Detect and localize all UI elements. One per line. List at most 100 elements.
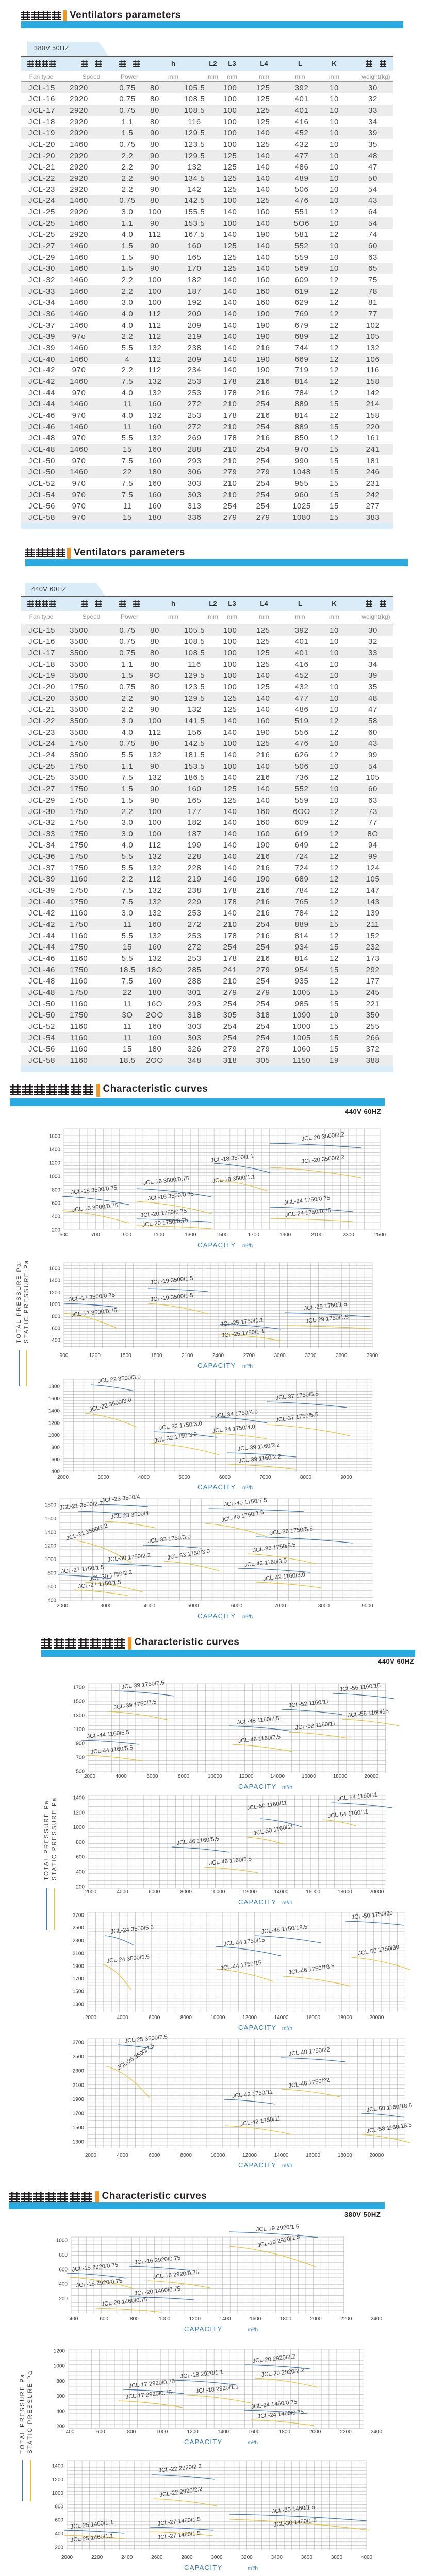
svg-text:12000: 12000 — [239, 1774, 254, 1780]
svg-text:18000: 18000 — [333, 1774, 348, 1780]
svg-text:4000: 4000 — [117, 2015, 128, 2021]
svg-text:JCL-50 1160/11: JCL-50 1160/11 — [246, 1800, 288, 1811]
svg-text:200: 200 — [59, 2296, 68, 2302]
svg-text:600: 600 — [100, 2316, 108, 2322]
svg-text:JCL-20 1750/0.75: JCL-20 1750/0.75 — [140, 1208, 187, 1219]
svg-text:1200: 1200 — [48, 1420, 60, 1426]
svg-text:1200: 1200 — [187, 2429, 199, 2435]
svg-text:2100: 2100 — [73, 1951, 85, 1957]
svg-text:200: 200 — [76, 1884, 85, 1890]
svg-text:8000: 8000 — [180, 1889, 192, 1895]
svg-text:400: 400 — [52, 1338, 60, 1344]
svg-text:1000: 1000 — [73, 1825, 85, 1831]
svg-text:18000: 18000 — [338, 2153, 352, 2158]
svg-text:1800: 1800 — [48, 1384, 60, 1390]
svg-text:JCL-36 1750/5.5: JCL-36 1750/5.5 — [253, 1541, 296, 1554]
svg-text:JCL-48 1160/7.5: JCL-48 1160/7.5 — [238, 1734, 281, 1744]
svg-text:1200: 1200 — [73, 1810, 85, 1816]
svg-text:900: 900 — [76, 1741, 85, 1747]
svg-text:1600: 1600 — [48, 1396, 60, 1402]
svg-text:200: 200 — [55, 2545, 63, 2550]
svg-text:CAPACITY: CAPACITY — [184, 2438, 222, 2446]
svg-text:2000: 2000 — [85, 1889, 97, 1895]
svg-text:JCL-30 1460/1.5: JCL-30 1460/1.5 — [273, 2517, 317, 2528]
svg-text:1000: 1000 — [54, 2364, 65, 2369]
svg-text:JCL-33 1750/3.0: JCL-33 1750/3.0 — [167, 1548, 210, 1561]
svg-text:JCL-40 1750/7.5: JCL-40 1750/7.5 — [224, 1497, 267, 1508]
svg-text:1400: 1400 — [48, 1409, 60, 1414]
svg-text:1500: 1500 — [120, 1353, 131, 1359]
svg-text:600: 600 — [76, 1855, 85, 1860]
svg-text:1500: 1500 — [73, 1699, 85, 1705]
svg-text:2700: 2700 — [73, 1913, 85, 1919]
svg-text:JCL-25 1460/1.1: JCL-25 1460/1.1 — [70, 2519, 113, 2530]
svg-text:1400: 1400 — [219, 2316, 231, 2322]
svg-text:JCL-56 1160/15: JCL-56 1160/15 — [339, 1683, 381, 1693]
svg-text:1500: 1500 — [73, 2125, 85, 2131]
svg-text:4000: 4000 — [116, 1774, 127, 1780]
svg-text:10000: 10000 — [210, 1889, 225, 1895]
svg-text:3400: 3400 — [271, 2555, 283, 2561]
svg-text:JCL-20 1460/0.75: JCL-20 1460/0.75 — [101, 2297, 148, 2308]
svg-text:4000: 4000 — [144, 1603, 156, 1609]
svg-text:m³/h: m³/h — [242, 1485, 253, 1491]
svg-text:2400: 2400 — [212, 1353, 224, 1359]
svg-text:JCL-44 1750/15: JCL-44 1750/15 — [223, 1937, 265, 1947]
svg-text:1000: 1000 — [159, 2316, 171, 2322]
svg-text:1700: 1700 — [73, 1685, 85, 1691]
svg-text:16000: 16000 — [302, 1774, 316, 1780]
svg-text:1000: 1000 — [49, 1174, 61, 1180]
svg-text:1600: 1600 — [250, 2316, 261, 2322]
svg-text:14000: 14000 — [274, 1889, 289, 1895]
svg-text:8000: 8000 — [300, 1475, 312, 1480]
svg-text:CAPACITY: CAPACITY — [238, 1898, 276, 1906]
svg-text:m³/h: m³/h — [282, 2163, 292, 2169]
svg-text:1000: 1000 — [56, 2238, 68, 2244]
svg-text:2300: 2300 — [73, 2069, 85, 2074]
svg-text:JCL-30 1460/1.5: JCL-30 1460/1.5 — [272, 2504, 315, 2515]
svg-text:2200: 2200 — [340, 2429, 352, 2435]
svg-text:JCL-15 3500/0.75: JCL-15 3500/0.75 — [71, 1185, 118, 1196]
svg-text:JCL-46 1160/5.5: JCL-46 1160/5.5 — [176, 1836, 220, 1846]
svg-text:JCL-50 1750/30: JCL-50 1750/30 — [351, 1910, 393, 1921]
svg-text:JCL-48 1750/22: JCL-48 1750/22 — [288, 2077, 330, 2089]
svg-text:3300: 3300 — [305, 1353, 317, 1359]
svg-text:2000: 2000 — [57, 1603, 69, 1609]
svg-text:JCL-17 3500/0.75: JCL-17 3500/0.75 — [69, 1292, 116, 1303]
svg-text:1200: 1200 — [49, 1290, 61, 1296]
svg-text:1400: 1400 — [49, 1147, 61, 1153]
svg-text:1300: 1300 — [73, 2002, 85, 2007]
svg-text:1700: 1700 — [73, 1976, 85, 1982]
svg-text:JCL-23 3500/4: JCL-23 3500/4 — [110, 1510, 149, 1520]
svg-text:7000: 7000 — [274, 1603, 286, 1609]
svg-text:4000: 4000 — [361, 2555, 373, 2561]
svg-text:m³/h: m³/h — [282, 1900, 292, 1906]
svg-text:JCL-40 1750/7.5: JCL-40 1750/7.5 — [221, 1509, 264, 1523]
svg-text:4000: 4000 — [117, 2153, 128, 2158]
svg-text:m³/h: m³/h — [242, 1614, 253, 1620]
svg-text:m³/h: m³/h — [282, 2026, 292, 2031]
svg-text:900: 900 — [123, 1232, 131, 1238]
svg-text:1700: 1700 — [73, 2111, 85, 2117]
svg-text:18000: 18000 — [338, 2015, 352, 2021]
svg-text:3900: 3900 — [367, 1353, 378, 1359]
svg-text:8000: 8000 — [180, 2015, 192, 2021]
svg-text:800: 800 — [56, 2379, 65, 2384]
svg-text:1000: 1000 — [48, 1433, 60, 1438]
svg-text:3800: 3800 — [331, 2555, 343, 2561]
svg-text:2500: 2500 — [73, 2054, 85, 2060]
svg-text:2300: 2300 — [73, 1938, 85, 1944]
svg-text:2300: 2300 — [343, 1232, 355, 1238]
svg-text:12000: 12000 — [242, 2153, 257, 2158]
svg-text:JCL-17 2920/0.75: JCL-17 2920/0.75 — [125, 2389, 172, 2400]
svg-text:JCL-25 1750/1.1: JCL-25 1750/1.1 — [220, 1317, 264, 1328]
svg-text:2400: 2400 — [371, 2429, 383, 2435]
svg-text:600: 600 — [55, 2518, 63, 2523]
svg-text:7000: 7000 — [259, 1475, 271, 1480]
svg-text:14000: 14000 — [274, 2153, 289, 2158]
svg-text:800: 800 — [130, 2316, 139, 2322]
svg-text:JCL-19 2920/1.5: JCL-19 2920/1.5 — [256, 2224, 299, 2233]
svg-text:JCL-29 1750/1.5: JCL-29 1750/1.5 — [304, 1301, 347, 1312]
svg-text:1400: 1400 — [45, 1530, 57, 1535]
svg-text:6000: 6000 — [146, 1774, 158, 1780]
